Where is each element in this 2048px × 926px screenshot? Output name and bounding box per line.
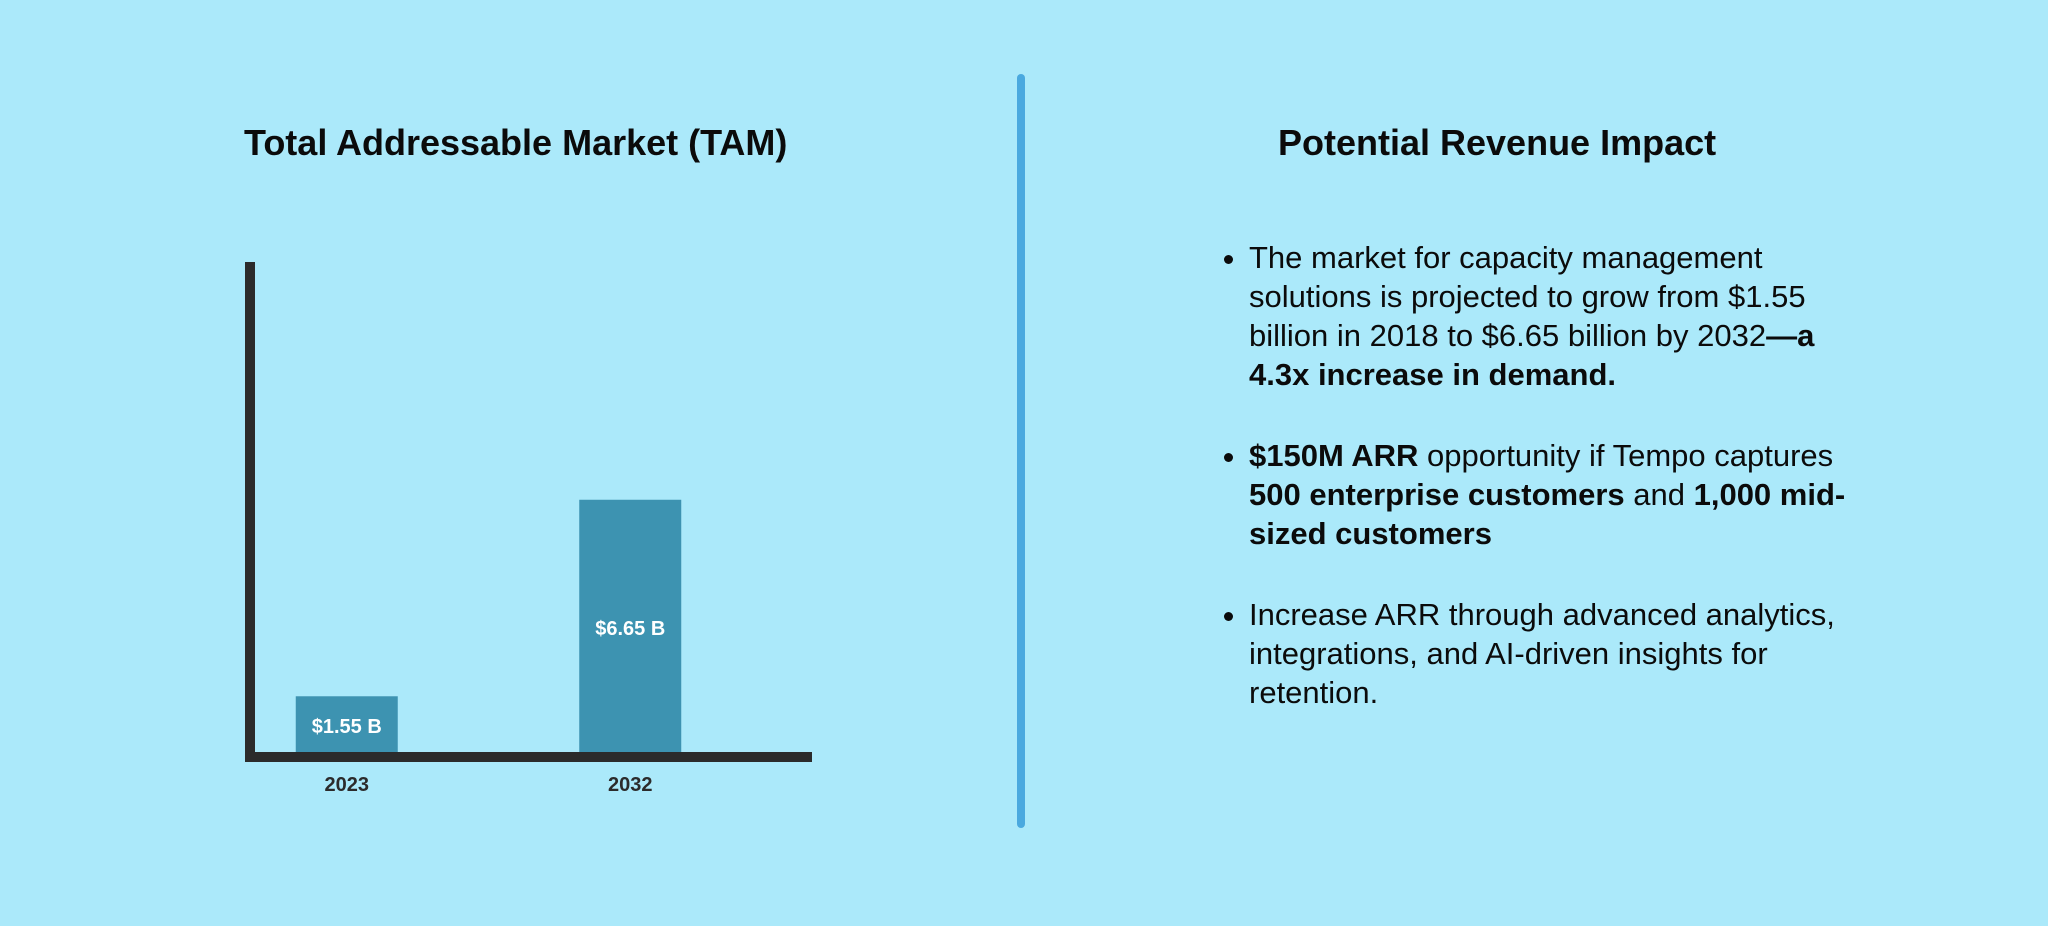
x-tick-label: 2023 <box>325 774 370 796</box>
revenue-impact-list: The market for capacity management solut… <box>1220 238 1849 754</box>
revenue-impact-title: Potential Revenue Impact <box>1278 122 1717 163</box>
bullet-text-bold: $150M ARR <box>1249 438 1419 473</box>
bar-2023 <box>295 696 398 756</box>
bar-value-label: $6.65 B <box>595 618 665 640</box>
y-axis <box>245 262 255 762</box>
bullet-item: Increase ARR through advanced analytics,… <box>1249 595 1849 712</box>
bullet-text-bold: 1,000 mid-sized customers <box>1249 477 1846 551</box>
bullet-text-bold: —a 4.3x increase in demand. <box>1249 318 1815 392</box>
bullet-text: The market for capacity management solut… <box>1249 240 1806 353</box>
bullet-text-bold: 500 enterprise customers <box>1249 477 1625 512</box>
bar-2032 <box>579 499 682 756</box>
bar-value-label: $1.55 B <box>312 716 382 738</box>
bullet-item: $150M ARR opportunity if Tempo captures … <box>1249 436 1849 553</box>
chart-title: Total Addressable Market (TAM) <box>244 122 788 163</box>
bullet-text: opportunity if Tempo captures <box>1418 438 1834 473</box>
bullet-text: and <box>1624 477 1694 512</box>
tam-bar-chart: $1.55 B 2023 $6.65 B 2032 <box>245 262 812 796</box>
x-tick-label: 2032 <box>608 774 653 796</box>
bullet-item: The market for capacity management solut… <box>1249 238 1849 394</box>
x-axis <box>245 752 812 762</box>
section-divider <box>1017 74 1025 828</box>
bullet-text: Increase ARR through advanced analytics,… <box>1249 597 1835 710</box>
